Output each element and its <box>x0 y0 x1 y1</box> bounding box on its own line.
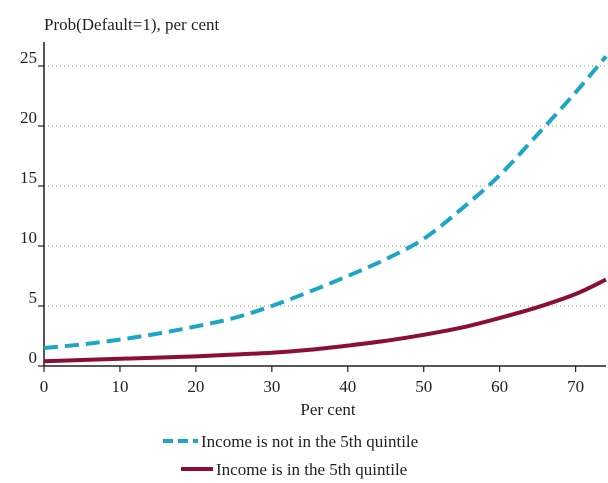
x-axis-ticks: 0 10 20 30 40 50 60 70 <box>40 366 584 396</box>
y-axis-ticks: 0 5 10 15 20 25 <box>20 48 44 367</box>
y-tick-label: 0 <box>29 348 38 367</box>
axes <box>43 42 606 367</box>
y-tick-label: 20 <box>20 108 37 127</box>
x-tick-label: 10 <box>111 377 128 396</box>
x-axis-label: Per cent <box>300 400 356 419</box>
y-tick-label: 5 <box>29 288 38 307</box>
series-layer <box>43 55 608 364</box>
y-tick-label: 10 <box>20 228 37 247</box>
x-tick-label: 30 <box>263 377 280 396</box>
y-tick-label: 25 <box>20 48 37 67</box>
legend-label-1: Income is in the 5th quintile <box>216 460 407 479</box>
series-line-0 <box>43 55 608 350</box>
gridlines <box>44 65 606 307</box>
x-tick-label: 20 <box>187 377 204 396</box>
series-line-1 <box>43 277 607 364</box>
chart-title: Prob(Default=1), per cent <box>44 15 220 34</box>
legend-label-0: Income is not in the 5th quintile <box>201 432 418 451</box>
x-tick-label: 50 <box>415 377 432 396</box>
x-tick-label: 40 <box>339 377 356 396</box>
y-tick-label: 15 <box>20 168 37 187</box>
x-tick-label: 60 <box>491 377 508 396</box>
x-tick-label: 70 <box>567 377 584 396</box>
legend: Income is not in the 5th quintile Income… <box>163 432 418 479</box>
x-tick-label: 0 <box>40 377 49 396</box>
